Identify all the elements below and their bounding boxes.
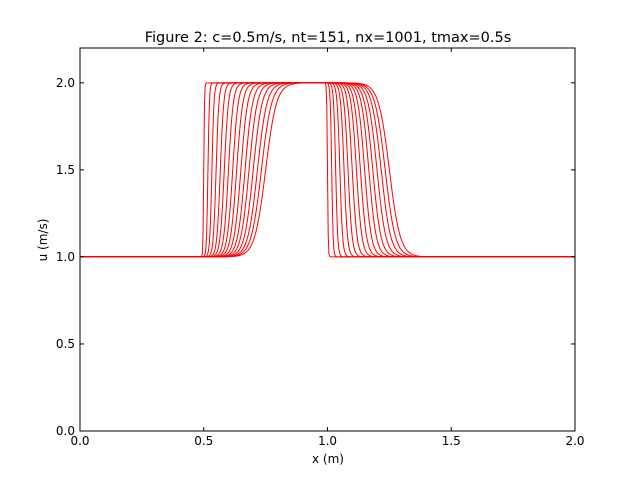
- y-tick-label-0: 0.0: [56, 424, 75, 438]
- tick-layer: 0.0 0.5 1.0 1.5 2.0 0.0 0.5 1.0 1.5 2.0: [56, 48, 585, 448]
- x-tick-label-1: 0.5: [194, 434, 213, 448]
- series-layer: [80, 82, 575, 258]
- x-tick-label-4: 2.0: [565, 434, 584, 448]
- plot-area-frame: [79, 47, 576, 432]
- y-tick-label-2: 1.0: [56, 250, 75, 264]
- y-tick-label-4: 2.0: [56, 76, 75, 90]
- series-line-15: [80, 82, 575, 258]
- series-line-0: [80, 82, 575, 258]
- chart-title: Figure 2: c=0.5m/s, nt=151, nx=1001, tma…: [145, 30, 512, 46]
- x-tick-label-3: 1.5: [442, 434, 461, 448]
- y-axis-label: u (m/s): [36, 219, 50, 262]
- y-tick-label-1: 0.5: [56, 337, 75, 351]
- x-axis-label: x (m): [312, 452, 344, 466]
- x-tick-label-2: 1.0: [318, 434, 337, 448]
- y-tick-label-3: 1.5: [56, 163, 75, 177]
- x-tick-label-0: 0.0: [70, 434, 89, 448]
